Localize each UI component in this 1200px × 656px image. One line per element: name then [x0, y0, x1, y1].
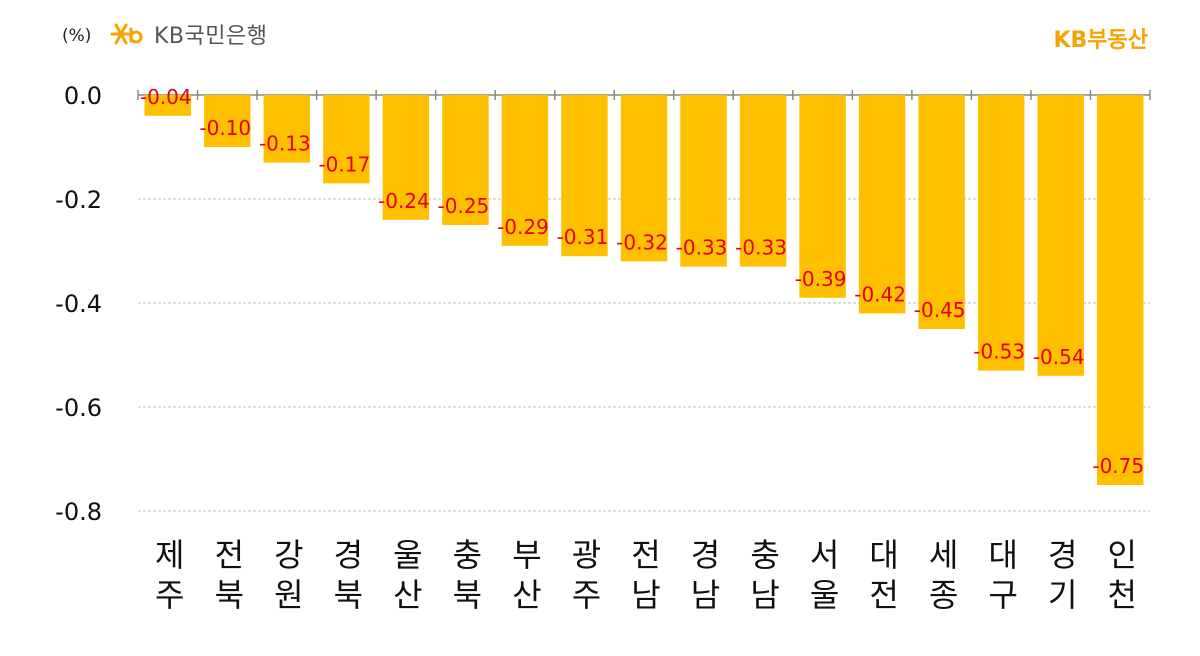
- data-label: -0.54: [1033, 345, 1085, 369]
- data-label: -0.33: [676, 236, 728, 260]
- chart-header: (%) KB국민은행 KB부동산: [0, 0, 1200, 70]
- data-label: -0.45: [914, 298, 966, 322]
- unit-label: (%): [62, 26, 92, 46]
- bar: [501, 95, 549, 246]
- kb-star-logo-icon: [110, 23, 143, 45]
- bar: [918, 95, 965, 329]
- y-tick-label: -0.2: [55, 186, 102, 214]
- data-label: -0.31: [557, 225, 609, 249]
- bank-name: KB국민은행: [154, 24, 268, 49]
- data-label: -0.53: [973, 340, 1025, 364]
- bar: [263, 95, 311, 163]
- data-label: -0.42: [854, 282, 906, 306]
- bank-logo: KB국민은행: [108, 18, 267, 50]
- data-label: -0.10: [199, 116, 251, 140]
- data-label: -0.29: [497, 215, 549, 239]
- bar: [680, 95, 727, 267]
- data-labels: -0.04 -0.10 -0.13 -0.17 -0.24 -0.25 -0.29 -0.31…: [140, 85, 1144, 478]
- data-label: -0.25: [438, 194, 490, 218]
- bar: [144, 95, 191, 116]
- bar: [739, 95, 787, 267]
- y-tick-label: -0.6: [55, 394, 102, 422]
- y-tick-label: -0.4: [55, 290, 102, 318]
- data-label: -0.04: [140, 85, 192, 109]
- bar: [1037, 95, 1084, 376]
- bar: [799, 95, 846, 298]
- bar: [1097, 95, 1144, 485]
- bar: [977, 95, 1025, 371]
- category-labels: 제 주 전 북 강 원 경 북 울 산 충 북 부 산 광 주 전 남 경 남 충 남 서 울 대 전 세 종 대 구 경 기 인 천: [155, 536, 1137, 614]
- data-label: -0.24: [378, 189, 430, 213]
- y-tick-label: 0.0: [64, 82, 102, 110]
- data-label: -0.75: [1092, 454, 1144, 478]
- bar: [620, 95, 668, 262]
- bar: [204, 95, 251, 147]
- bar: [323, 95, 370, 184]
- bar: [442, 95, 489, 225]
- data-label: -0.13: [259, 132, 311, 156]
- bar: [382, 95, 430, 220]
- bars: [144, 95, 1144, 485]
- bar: [561, 95, 608, 257]
- y-tick-label: -0.8: [55, 498, 102, 526]
- bar: [858, 95, 906, 314]
- data-label: -0.17: [318, 152, 370, 176]
- data-label: -0.32: [616, 230, 668, 254]
- brand-logo-text: KB부동산: [1053, 28, 1148, 53]
- data-label: -0.39: [795, 267, 847, 291]
- data-label: -0.33: [735, 236, 787, 260]
